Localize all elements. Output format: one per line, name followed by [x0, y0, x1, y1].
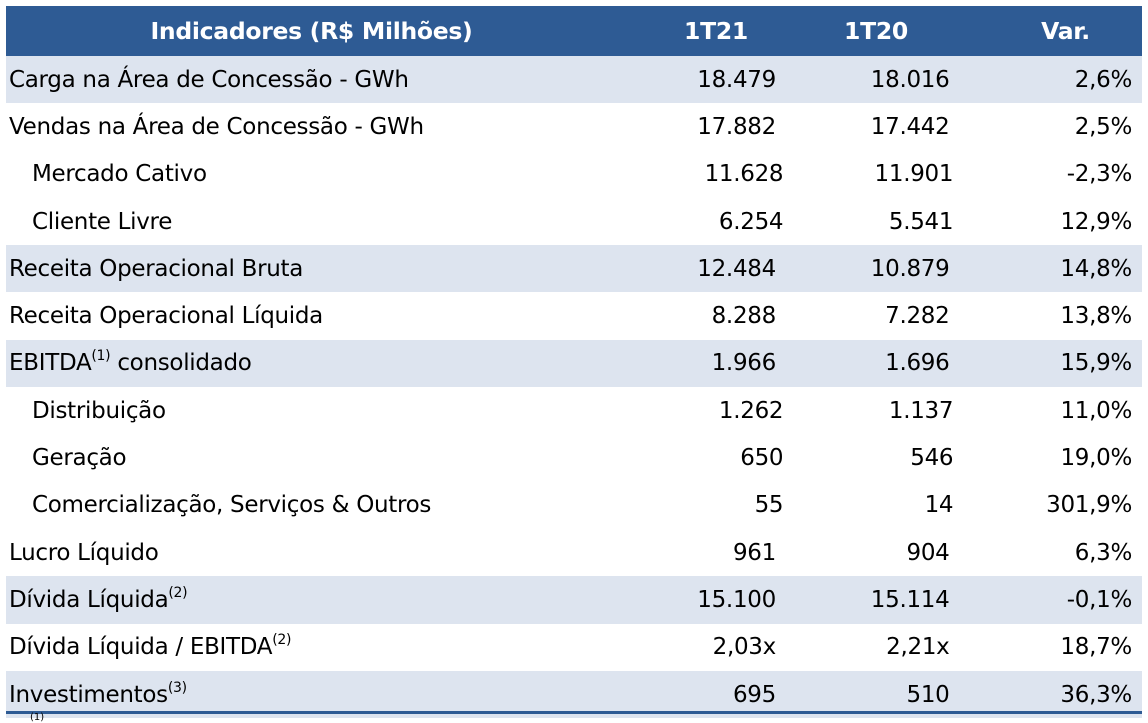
row-value-1t21: 695 [732, 681, 776, 708]
row-value-1t20: 18.016 [870, 66, 950, 93]
table-row: Mercado Cativo 11.628 11.901 -2,3% [6, 151, 1142, 198]
table-row: Dívida Líquida(2) 15.100 15.114 -0,1% [6, 576, 1142, 624]
row-label-group: Investimentos(3) [6, 679, 665, 708]
row-label-group: Dívida Líquida(2) [6, 584, 665, 613]
row-variation: 6,3% [1074, 539, 1133, 566]
table-row: Dívida Líquida / EBITDA(2) 2,03x 2,21x 1… [6, 624, 1142, 671]
row-value-1t20: 14 [924, 492, 954, 519]
row-value-1t21: 55 [754, 492, 784, 519]
row-value-1t20: 10.879 [870, 255, 950, 282]
row-value-1t20: 2,21x [886, 634, 950, 661]
row-variation: 18,7% [1060, 634, 1132, 661]
row-variation: -0,1% [1066, 586, 1133, 613]
row-value-1t20: 5.541 [888, 208, 954, 235]
row-variation: 11,0% [1060, 397, 1133, 424]
table-row: Lucro Líquido 961 904 6,3% [6, 529, 1142, 576]
row-variation: 12,9% [1060, 208, 1133, 235]
table-header: Indicadores (R$ Milhões) 1T21 1T20 Var. [6, 6, 1142, 56]
row-label: Mercado Cativo [32, 161, 207, 188]
row-value-1t21: 650 [740, 445, 784, 472]
row-label-group: EBITDA(1) consolidado [6, 348, 665, 377]
row-value-1t21: 961 [732, 539, 776, 566]
footnote-ref: (2) [272, 632, 292, 649]
row-variation: 19,0% [1060, 445, 1133, 472]
footnote-ref: (2) [168, 584, 188, 601]
row-label: Dívida Líquida / EBITDA [9, 634, 273, 661]
row-value-1t20: 904 [906, 539, 950, 566]
row-label: Investimentos [9, 681, 168, 708]
row-variation: 301,9% [1046, 492, 1133, 519]
row-label: Carga na Área de Concessão - GWh [9, 66, 409, 93]
indicators-table: Indicadores (R$ Milhões) 1T21 1T20 Var. … [6, 6, 1142, 719]
row-variation: 14,8% [1060, 255, 1132, 282]
row-value-1t20: 546 [910, 445, 954, 472]
row-label: Dívida Líquida [9, 586, 169, 613]
table-row: EBITDA(1) consolidado 1.966 1.696 15,9% [6, 339, 1142, 388]
table-row: Receita Operacional Bruta 12.484 10.879 … [6, 245, 1142, 293]
row-label: Cliente Livre [32, 208, 173, 235]
table-bottom-border [6, 711, 1142, 714]
table-row: Distribuição 1.262 1.137 11,0% [6, 387, 1142, 434]
table-row: Comercialização, Serviços & Outros 55 14… [6, 482, 1142, 529]
row-label: Vendas na Área de Concessão - GWh [9, 113, 424, 140]
row-value-1t21: 1.262 [718, 397, 784, 424]
row-value-1t21: 11.628 [704, 161, 784, 188]
header-var: Var. [1041, 17, 1090, 45]
row-label: EBITDA [9, 350, 92, 377]
footnote-fragment: (1) [30, 712, 45, 723]
row-variation: 2,6% [1074, 66, 1133, 93]
row-variation: 15,9% [1060, 350, 1132, 377]
table-row: Geração 650 546 19,0% [6, 434, 1142, 481]
row-value-1t20: 15.114 [870, 586, 950, 613]
header-indicators: Indicadores (R$ Milhões) [150, 17, 473, 45]
footnote-ref: (3) [167, 679, 187, 696]
header-1t21: 1T21 [684, 17, 748, 45]
row-variation: -2,3% [1066, 161, 1133, 188]
row-value-1t21: 17.882 [697, 113, 776, 140]
row-label-group: Dívida Líquida / EBITDA(2) [6, 632, 665, 661]
row-label: Distribuição [32, 397, 166, 424]
row-label: Lucro Líquido [9, 539, 159, 566]
row-value-1t20: 1.137 [888, 397, 954, 424]
table-row: Cliente Livre 6.254 5.541 12,9% [6, 198, 1142, 245]
table-row: Investimentos(3) 695 510 36,3% [6, 670, 1142, 719]
row-value-1t20: 7.282 [885, 303, 950, 330]
row-value-1t20: 1.696 [885, 350, 950, 377]
row-label-suffix: consolidado [110, 350, 252, 377]
footnote-ref: (1) [91, 348, 111, 365]
row-value-1t21: 2,03x [712, 634, 777, 661]
header-1t20: 1T20 [844, 17, 908, 45]
row-value-1t21: 6.254 [718, 208, 784, 235]
row-label: Receita Operacional Líquida [9, 303, 323, 330]
row-label: Geração [32, 445, 127, 472]
row-value-1t21: 12.484 [697, 255, 776, 282]
row-value-1t21: 15.100 [697, 586, 776, 613]
row-value-1t21: 1.966 [711, 350, 777, 377]
row-label: Receita Operacional Bruta [9, 255, 304, 282]
row-value-1t21: 18.479 [697, 66, 776, 93]
row-value-1t20: 510 [906, 681, 950, 708]
table-row: Receita Operacional Líquida 8.288 7.282 … [6, 292, 1142, 339]
row-value-1t20: 17.442 [870, 113, 950, 140]
row-variation: 13,8% [1060, 303, 1132, 330]
row-variation: 36,3% [1060, 681, 1132, 708]
row-label: Comercialização, Serviços & Outros [32, 492, 432, 519]
table-row: Carga na Área de Concessão - GWh 18.479 … [6, 56, 1142, 104]
row-value-1t21: 8.288 [711, 303, 777, 330]
row-variation: 2,5% [1074, 113, 1133, 140]
row-value-1t20: 11.901 [874, 161, 954, 188]
table-row: Vendas na Área de Concessão - GWh 17.882… [6, 103, 1142, 150]
